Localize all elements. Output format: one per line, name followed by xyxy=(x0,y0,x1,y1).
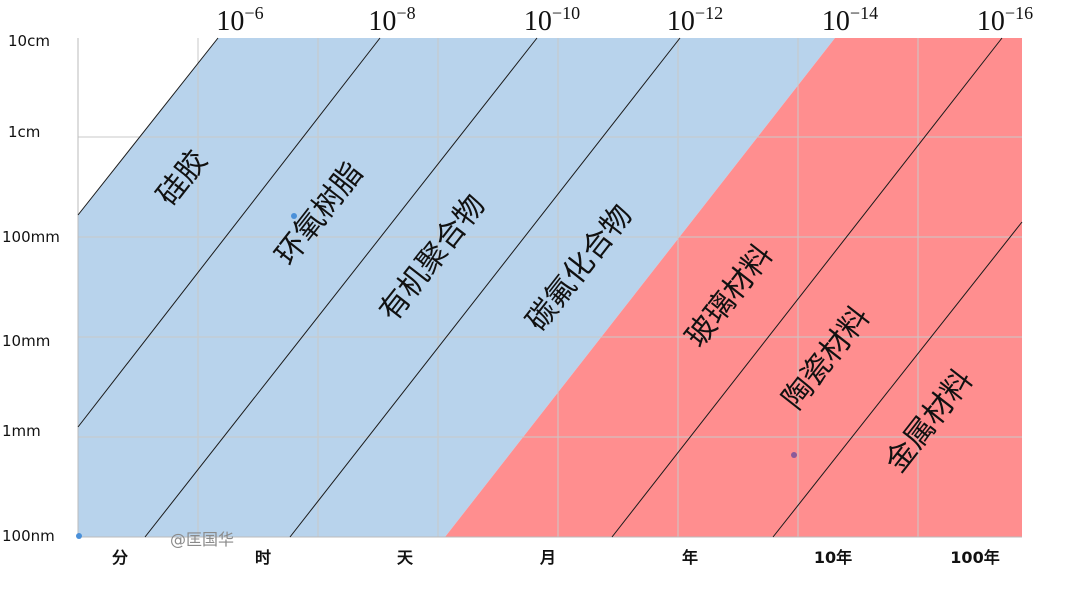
blue-region xyxy=(78,38,835,537)
diagonal-lines xyxy=(77,37,1023,538)
y-label: 10mm xyxy=(2,332,50,350)
diagonal-line xyxy=(772,221,1023,538)
diagonal-line xyxy=(77,37,381,428)
dot xyxy=(791,452,797,458)
dot xyxy=(291,213,297,219)
top-label: 10−6 xyxy=(216,3,263,37)
y-label: 10cm xyxy=(8,32,50,50)
watermark: @匡国华 xyxy=(170,530,234,549)
x-label: 月 xyxy=(539,548,556,567)
x-label: 时 xyxy=(255,548,271,567)
exponent: −14 xyxy=(850,3,878,23)
red-region xyxy=(445,38,1022,537)
x-label: 100年 xyxy=(950,548,999,567)
y-label: 1cm xyxy=(8,123,40,141)
x-labels: 分 时 天 月 年 10年 100年 xyxy=(112,548,1000,567)
exponent: −8 xyxy=(396,3,415,23)
top-label: 10−14 xyxy=(822,3,878,37)
x-label: 天 xyxy=(397,548,414,567)
x-label: 10年 xyxy=(814,548,852,567)
exponent: −6 xyxy=(244,3,263,23)
x-label: 年 xyxy=(682,548,698,567)
base: 10 xyxy=(977,6,1005,37)
diagonal-line xyxy=(611,37,1003,538)
exponent: −12 xyxy=(695,3,723,23)
exponent: −16 xyxy=(1005,3,1033,23)
top-label: 10−10 xyxy=(524,3,580,37)
grid xyxy=(77,38,1022,538)
y-label: 100mm xyxy=(2,228,60,246)
base: 10 xyxy=(822,6,850,37)
top-label: 10−16 xyxy=(977,3,1033,37)
base: 10 xyxy=(368,6,396,37)
diagonal-line xyxy=(144,37,538,538)
y-labels: 10cm 1cm 100mm 10mm 1mm 100nm xyxy=(2,32,60,545)
x-label: 分 xyxy=(112,548,128,567)
base: 10 xyxy=(216,6,244,37)
exponent: −10 xyxy=(552,3,580,23)
dot xyxy=(76,533,82,539)
diagonal-line xyxy=(77,37,219,216)
y-label: 100nm xyxy=(2,527,55,545)
top-label: 10−8 xyxy=(368,3,415,37)
base: 10 xyxy=(524,6,552,37)
base: 10 xyxy=(667,6,695,37)
top-labels: 10−6 10−8 10−10 10−12 10−14 10−16 xyxy=(216,3,1033,37)
top-label: 10−12 xyxy=(667,3,723,37)
diagonal-line xyxy=(289,37,681,538)
y-label: 1mm xyxy=(2,422,41,440)
